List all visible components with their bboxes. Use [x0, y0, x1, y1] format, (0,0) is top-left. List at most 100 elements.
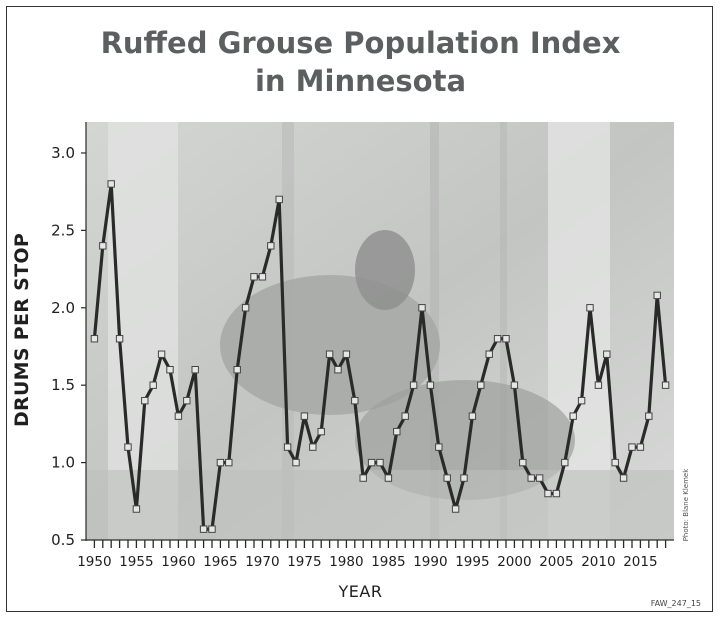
- data-point: [359, 474, 367, 482]
- data-point: [233, 366, 241, 374]
- data-point: [115, 335, 124, 343]
- x-tick-label: 2015: [623, 554, 657, 570]
- x-axis-label: YEAR: [338, 582, 383, 601]
- x-tick-label: 1970: [245, 554, 279, 570]
- data-point: [443, 474, 451, 482]
- data-point: [325, 350, 334, 358]
- data-point: [653, 291, 661, 300]
- data-point: [225, 458, 233, 467]
- chart-title-line-2: in Minnesota: [254, 64, 467, 98]
- data-point: [267, 242, 275, 250]
- x-tick-label: 1955: [119, 554, 153, 570]
- data-point: [552, 489, 561, 498]
- data-series: [90, 180, 670, 533]
- data-point: [208, 525, 216, 533]
- figure-code: FAW_247_15: [650, 599, 701, 608]
- data-point: [367, 458, 376, 467]
- data-point: [611, 458, 619, 467]
- background-photo: [86, 122, 674, 540]
- data-point: [502, 335, 510, 343]
- x-tick-label: 1975: [287, 554, 321, 570]
- data-point: [460, 474, 468, 482]
- y-tick-label: 0.5: [51, 531, 75, 549]
- photo-ground: [86, 470, 674, 540]
- data-point: [292, 458, 300, 467]
- data-point: [199, 525, 208, 533]
- data-point: [149, 381, 157, 389]
- data-point: [510, 381, 519, 389]
- data-point: [283, 443, 292, 451]
- data-point: [485, 350, 493, 358]
- data-point: [393, 427, 401, 436]
- data-point: [594, 381, 603, 389]
- x-tick-label: 2000: [497, 554, 531, 570]
- photo-sapling: [500, 122, 507, 540]
- data-point: [107, 180, 115, 188]
- data-point: [384, 474, 393, 482]
- data-point: [527, 474, 535, 482]
- data-point: [544, 489, 552, 498]
- data-point: [477, 381, 485, 389]
- y-tick-label: 1.5: [51, 376, 75, 394]
- data-point: [183, 396, 191, 405]
- data-point: [351, 396, 359, 405]
- data-point: [300, 412, 309, 420]
- data-point: [645, 412, 653, 420]
- data-point: [191, 366, 199, 374]
- data-point: [519, 458, 527, 467]
- data-point: [603, 350, 611, 358]
- photo-grouse-head: [355, 230, 415, 310]
- data-point: [561, 458, 569, 467]
- x-tick-label: 1950: [77, 554, 111, 570]
- data-point: [535, 474, 544, 482]
- x-tick-label: 2005: [539, 554, 573, 570]
- data-point: [250, 273, 258, 281]
- chart-title: Ruffed Grouse Population Index in Minnes…: [0, 24, 721, 100]
- ticks: 0.5 1.0 1.5 2.0 2.5 3.0 1950 1955 1960 1965 1970 19…: [51, 144, 667, 570]
- data-point: [166, 366, 174, 374]
- data-point: [317, 427, 325, 436]
- data-point: [157, 350, 166, 358]
- data-point: [241, 304, 250, 312]
- data-point: [124, 443, 132, 451]
- data-point: [376, 458, 384, 467]
- data-point: [141, 396, 149, 405]
- data-point: [493, 335, 502, 343]
- data-point: [569, 412, 577, 420]
- y-tick-label: 3.0: [51, 144, 75, 162]
- data-point: [426, 381, 435, 389]
- data-point: [99, 242, 107, 250]
- x-tick-label: 1965: [203, 554, 237, 570]
- data-point: [258, 273, 267, 281]
- x-tick-label: 2010: [581, 554, 615, 570]
- data-point: [216, 458, 225, 467]
- data-point: [468, 412, 477, 420]
- data-point: [342, 350, 351, 358]
- data-point: [586, 304, 594, 312]
- data-point: [132, 505, 141, 513]
- data-point: [661, 381, 670, 389]
- x-tick-label: 1980: [329, 554, 363, 570]
- data-point: [628, 443, 636, 451]
- data-point: [334, 366, 342, 374]
- chart-title-line-1: Ruffed Grouse Population Index: [100, 26, 621, 60]
- data-point: [636, 443, 645, 451]
- x-tick-label: 1995: [455, 554, 489, 570]
- x-tick-label: 1985: [371, 554, 405, 570]
- x-tick-label: 1960: [161, 554, 195, 570]
- data-point: [174, 412, 183, 420]
- x-tick-label: 1990: [413, 554, 447, 570]
- data-point: [619, 474, 628, 482]
- data-point: [451, 505, 460, 513]
- data-point: [577, 396, 586, 405]
- data-point: [309, 443, 317, 451]
- data-point: [418, 304, 426, 312]
- data-point: [435, 443, 443, 451]
- y-tick-label: 1.0: [51, 454, 75, 472]
- data-point: [409, 381, 418, 389]
- y-tick-label: 2.0: [51, 299, 75, 317]
- data-point: [90, 335, 99, 343]
- y-tick-label: 2.5: [51, 221, 75, 239]
- data-point: [401, 412, 409, 420]
